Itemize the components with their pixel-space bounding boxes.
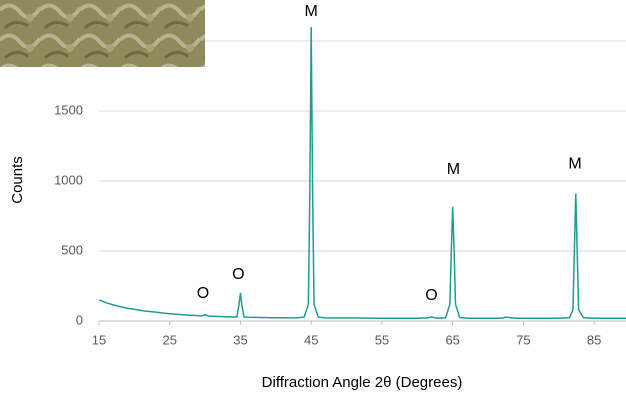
x-tick-label: 15 [92, 332, 106, 347]
y-tick-label: 1500 [54, 102, 83, 117]
x-tick-label: 75 [516, 332, 530, 347]
photo-inset [0, 0, 205, 67]
y-tick-label: 500 [61, 242, 83, 257]
x-axis-title: Diffraction Angle 2θ (Degrees) [262, 374, 463, 391]
peak-label: M [568, 155, 581, 172]
x-tick-label: 55 [375, 332, 389, 347]
x-tick-label: 35 [233, 332, 247, 347]
x-tick-label: 85 [587, 332, 601, 347]
x-tick-label: 65 [445, 332, 459, 347]
peak-label: O [232, 266, 244, 283]
peak-label: O [197, 285, 209, 302]
x-tick-label: 25 [163, 332, 177, 347]
x-tick-label: 45 [304, 332, 318, 347]
data-line [99, 26, 626, 319]
peak-label: O [425, 287, 437, 304]
y-tick-label: 1000 [54, 172, 83, 187]
y-axis-title: Counts [9, 156, 26, 204]
plot-area: 0 500 1000 1500 15 25 35 45 55 65 75 85 O O M O M M [54, 3, 626, 347]
peak-label: M [447, 161, 460, 178]
y-tick-label: 0 [76, 312, 83, 327]
peak-label: M [305, 3, 318, 20]
